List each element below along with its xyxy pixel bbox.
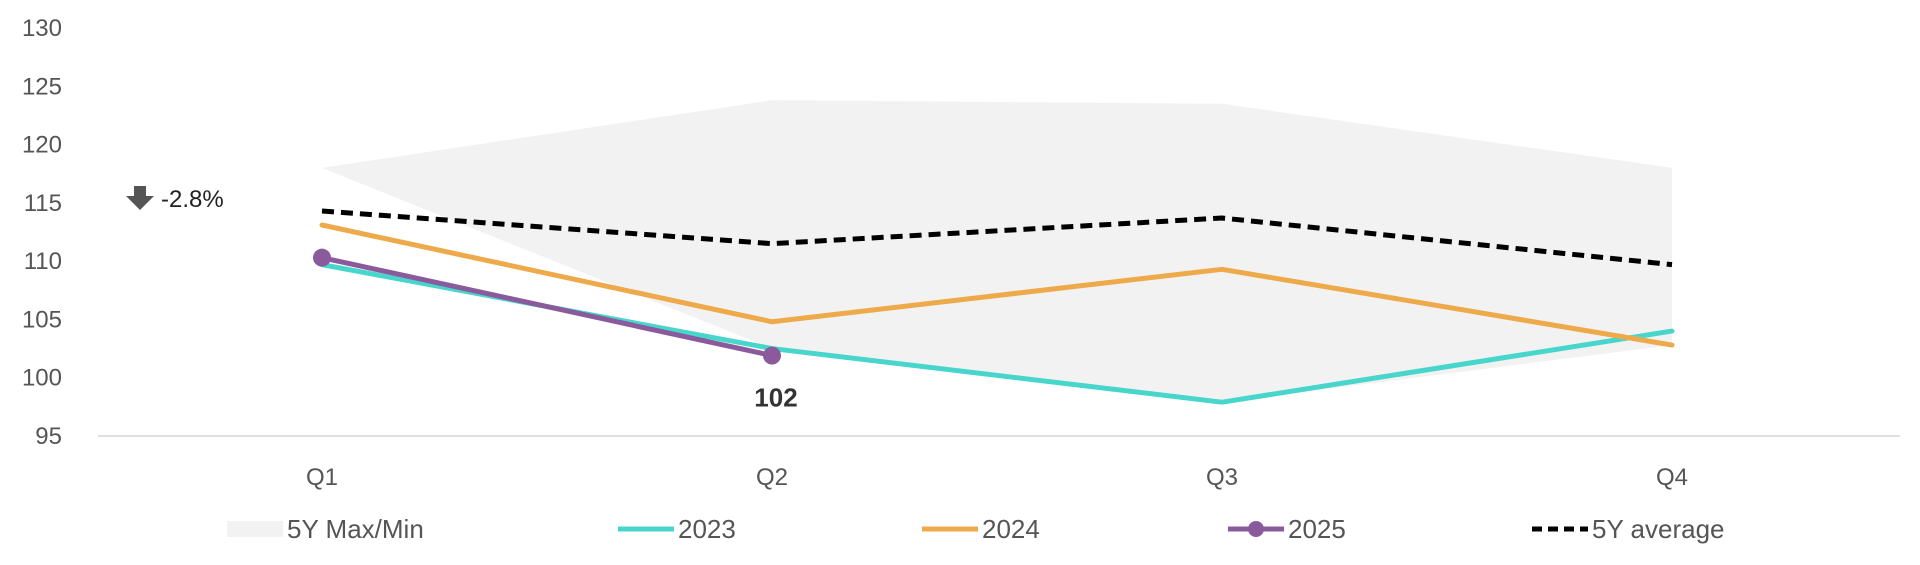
x-tick-label: Q1: [306, 464, 338, 491]
data-label: 102: [754, 383, 797, 413]
legend-label: 5Y Max/Min: [287, 514, 424, 544]
y-axis: 95 100 105 110 115 120 125 130: [22, 15, 62, 450]
series-line-5y-average: [321, 208, 1673, 268]
annotation-text: -2.8%: [161, 186, 224, 213]
series-point-2025: [763, 346, 781, 365]
legend-label: 2024: [982, 514, 1040, 544]
y-tick-label: 130: [22, 15, 62, 42]
series-layer: [313, 208, 1675, 405]
x-axis: Q1 Q2 Q3 Q4: [306, 464, 1688, 491]
y-tick-label: 115: [24, 190, 62, 217]
data-labels-layer: 102: [754, 383, 797, 413]
y-tick-label: 105: [22, 306, 62, 333]
x-tick-label: Q2: [756, 464, 788, 491]
legend-label: 5Y average: [1592, 514, 1725, 544]
y-tick-label: 100: [22, 365, 62, 392]
max-min-band-layer: [322, 100, 1672, 403]
legend-swatch-band: [227, 521, 283, 537]
legend-marker: [1248, 521, 1264, 537]
x-tick-label: Q3: [1206, 464, 1238, 491]
y-tick-label: 120: [22, 132, 62, 159]
series-line-2024: [319, 222, 1675, 348]
series-point-2025: [313, 248, 331, 267]
legend-label: 2023: [678, 514, 736, 544]
legend: 5Y Max/Min 2023 2024 2025 5Y average: [227, 514, 1725, 544]
annotation: -2.8%: [126, 186, 224, 213]
series-line-2025: [319, 255, 775, 359]
legend-label: 2025: [1288, 514, 1346, 544]
x-tick-label: Q4: [1656, 464, 1688, 491]
arrow-down-icon: [126, 186, 154, 210]
y-tick-label: 110: [24, 248, 62, 275]
y-tick-label: 125: [22, 73, 62, 100]
y-tick-label: 95: [35, 423, 62, 450]
max-min-band: [322, 100, 1672, 403]
